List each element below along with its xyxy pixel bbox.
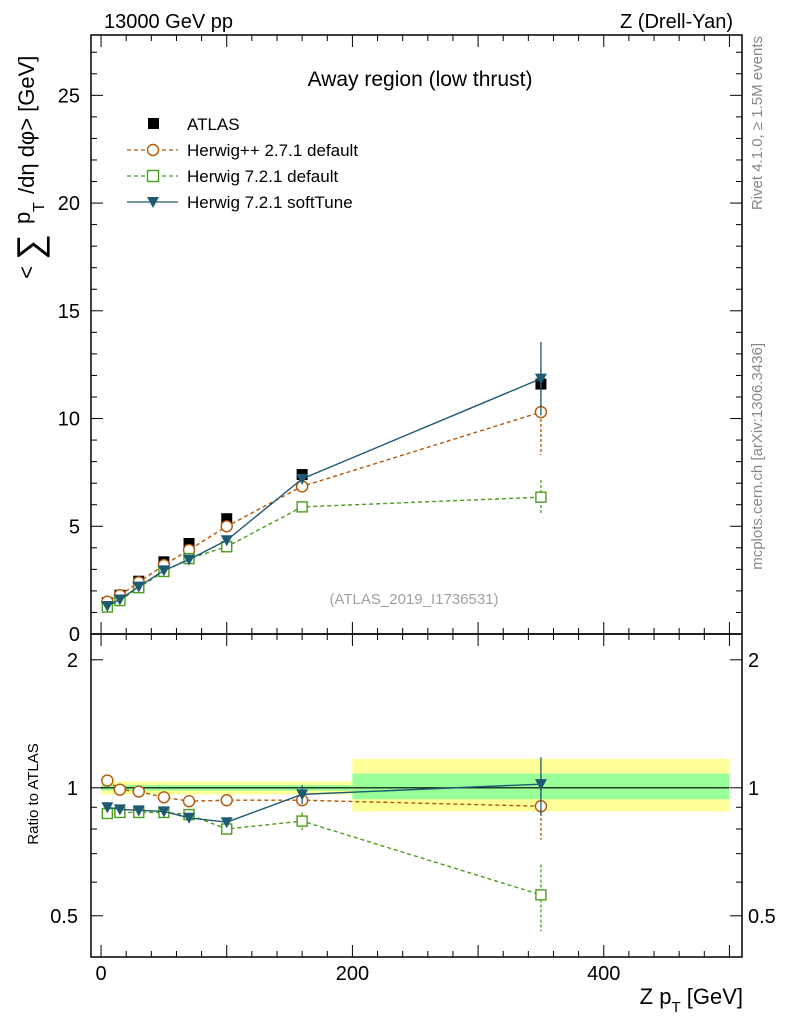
ratio-ticks [91, 634, 742, 958]
main-y-tick-label: 25 [58, 85, 80, 107]
legend-atlas-marker [148, 118, 159, 129]
legend-herwigpp-marker [146, 143, 160, 157]
main-y-tick-label: 0 [69, 624, 80, 646]
main-y-tick-labels: 0 5 10 15 20 25 [58, 85, 80, 646]
main-series [101, 342, 548, 613]
ratio-herwig-2-7-1-default-point [157, 791, 171, 804]
ratio-herwig-7-2-1-softtune-point [534, 779, 547, 791]
main-herwig-7-2-1-softtune-point [157, 565, 170, 577]
ratio-herwig-7-2-1-softtune-point [132, 805, 145, 817]
legend-atlas-label: ATLAS [187, 115, 240, 134]
ratio-herwig-7-2-1-softtune-point [183, 812, 196, 824]
ratio-herwig-2-7-1-default-point [182, 795, 196, 808]
legend-entry-herwigpp: Herwig++ 2.7.1 default [127, 141, 358, 160]
x-tick-label: 400 [587, 963, 620, 985]
main-herwig-7-2-1-softtune-point [101, 600, 114, 612]
legend-herwig7-default-marker [146, 169, 160, 183]
main-herwig-2-7-1-default-line [107, 411, 542, 603]
legend-entry-herwig7-default: Herwig 7.2.1 default [127, 167, 338, 186]
y-label-lt: < [14, 266, 39, 279]
y-label-sum: ∑ [9, 234, 50, 260]
main-herwig-7-2-1-softtune-point [132, 581, 145, 593]
legend-entry-atlas: ATLAS [148, 115, 240, 134]
ratio-herwig-7-2-1-softtune-point [101, 802, 114, 814]
ratio-herwig-7-2-1-default-point [535, 889, 547, 901]
ratio-y-tick-label: 2 [67, 650, 78, 672]
analysis-watermark: (ATLAS_2019_I1736531) [329, 591, 498, 608]
main-y-tick-label: 15 [58, 301, 80, 323]
ratio-y-tick-label: 1 [67, 778, 78, 800]
x-tick-labels: 0 200 400 [95, 963, 620, 985]
x-tick-label: 0 [95, 963, 106, 985]
x-label-pre: Z p [640, 984, 672, 1009]
main-herwig-7-2-1-softtune-point [220, 535, 233, 547]
ratio-series [101, 757, 548, 932]
ratio-plot-frame [90, 633, 743, 958]
ratio-herwig-2-7-1-default-point [132, 785, 145, 798]
ratio-herwig-7-2-1-softtune-point [220, 817, 233, 829]
ratio-herwig-7-2-1-softtune-point [113, 804, 126, 816]
main-herwig-7-2-1-default-point [535, 491, 547, 503]
y-label-rest: /dη dφ> [GeV] [14, 56, 39, 194]
x-tick-label: 200 [336, 963, 369, 985]
main-herwig-7-2-1-default-point [296, 501, 308, 513]
header-left: 13000 GeV pp [104, 11, 233, 33]
main-atlas-point [183, 538, 195, 550]
main-panel: 0 5 10 15 20 25 Away region (low thrust) (ATL… [58, 34, 743, 646]
x-axis-label: Z pT [GeV] [640, 984, 743, 1016]
ratio-herwig-2-7-1-default-point [220, 794, 233, 807]
y-label-p: p [10, 212, 35, 224]
chart-title: Away region (low thrust) [308, 68, 533, 91]
x-label-post: [GeV] [681, 984, 743, 1009]
ratio-y-tick-label-right: 0.5 [748, 906, 776, 928]
y-label-sub: T [31, 202, 48, 212]
ratio-herwig-7-2-1-default-point [296, 815, 308, 827]
x-label-sub: T [671, 999, 680, 1016]
ratio-y-tick-label: 0.5 [50, 906, 78, 928]
legend-herwig7-default-label: Herwig 7.2.1 default [187, 167, 338, 186]
main-herwig-7-2-1-softtune-line [107, 378, 542, 607]
main-y-axis-label: < ∑ p T /dη dφ> [GeV] [9, 56, 50, 279]
main-herwig-7-2-1-softtune-point [113, 594, 126, 606]
main-atlas-point [221, 513, 233, 525]
ratio-y-axis-label: Ratio to ATLAS [25, 743, 42, 844]
main-ticks [91, 35, 742, 635]
ratio-herwig-7-2-1-default-line [107, 811, 542, 896]
ratio-herwig-2-7-1-default-line [106, 779, 541, 807]
main-herwig-7-2-1-softtune-point [183, 554, 196, 566]
ratio-herwig-7-2-1-softtune-point [157, 806, 170, 818]
legend: ATLAS Herwig++ 2.7.1 default Herwig 7.2.… [127, 115, 358, 212]
ratio-herwig-2-7-1-default-point [101, 774, 114, 787]
legend-entry-herwig7-softtune: Herwig 7.2.1 softTune [127, 193, 353, 212]
ratio-y-tick-labels: 0.5 0.5 1 1 2 2 [50, 650, 776, 928]
header-right: Z (Drell-Yan) [620, 11, 733, 33]
legend-herwig7-softtune-label: Herwig 7.2.1 softTune [187, 193, 353, 212]
legend-herwig7-softtune-marker [147, 197, 159, 208]
main-y-tick-label: 5 [69, 516, 80, 538]
main-y-tick-label: 20 [58, 193, 80, 215]
ratio-herwig-2-7-1-default-point [113, 783, 127, 796]
main-herwig-7-2-1-softtune-point [296, 473, 309, 485]
main-herwig-7-2-1-softtune-point [534, 373, 547, 385]
mcplots-label: mcplots.cern.ch [arXiv:1306.3436] [749, 343, 766, 570]
main-y-tick-label: 10 [58, 409, 80, 431]
main-herwig-2-7-1-default-point [220, 520, 233, 533]
legend-herwigpp-label: Herwig++ 2.7.1 default [187, 141, 358, 160]
ratio-y-tick-label-right: 2 [748, 650, 759, 672]
ratio-herwig-7-2-1-softtune-point [296, 789, 309, 801]
ratio-panel: 0.5 0.5 1 1 2 2 0 200 400 [50, 633, 776, 985]
rivet-version-label: Rivet 4.1.0, ≥ 1.5M events [749, 36, 766, 210]
ratio-y-tick-label-right: 1 [748, 778, 759, 800]
